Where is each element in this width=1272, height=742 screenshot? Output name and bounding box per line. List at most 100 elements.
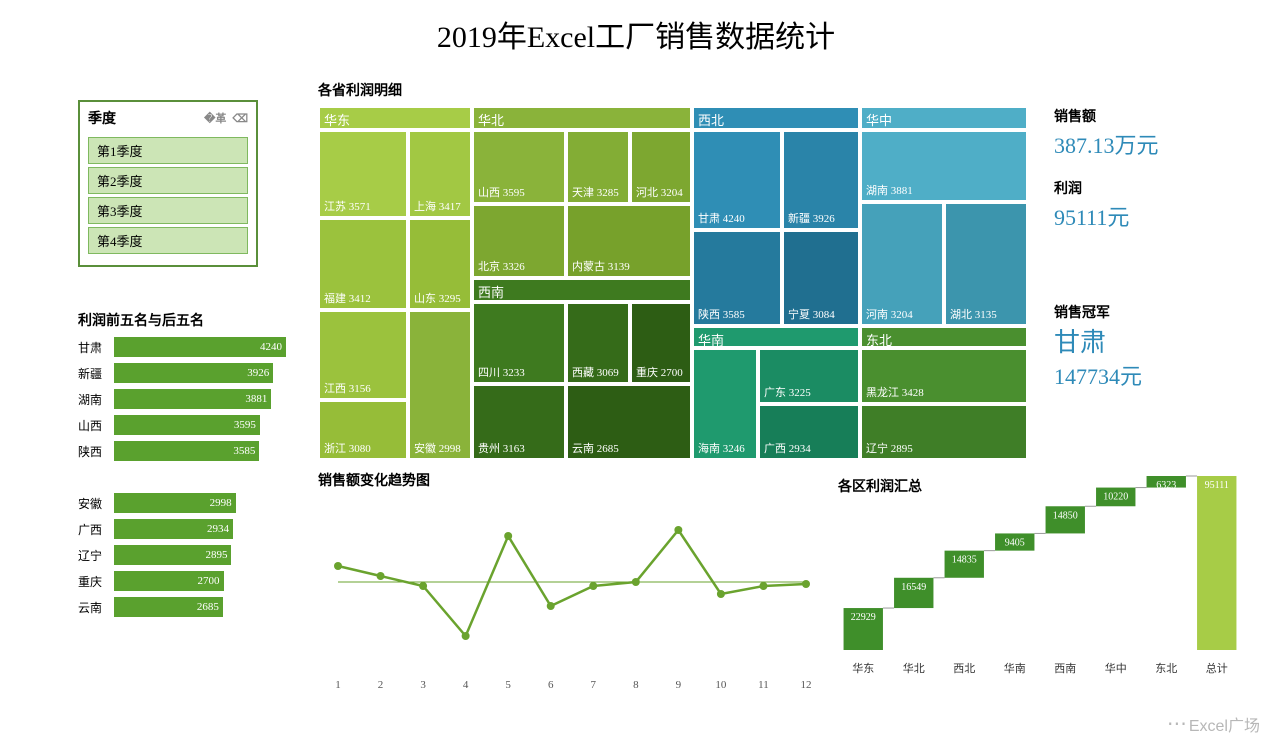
treemap-region-label: 西南: [478, 282, 504, 301]
rank-bar: 2895: [114, 545, 231, 565]
rank-value: 3881: [245, 389, 267, 409]
slicer-title: 季度: [88, 108, 116, 128]
rank-value: 3926: [247, 363, 269, 383]
rank-label: 广西: [78, 521, 114, 538]
treemap-region: 华北: [472, 106, 692, 130]
svg-text:11: 11: [758, 679, 769, 691]
svg-text:10220: 10220: [1103, 492, 1128, 503]
ranking-title: 利润前五名与后五名: [78, 310, 286, 330]
treemap-leaf: 贵州 3163: [472, 384, 566, 460]
rank-label: 陕西: [78, 443, 114, 460]
svg-text:华东: 华东: [852, 661, 874, 675]
treemap-leaf-label: 江苏 3571: [324, 201, 371, 214]
treemap-leaf: 山东 3295: [408, 218, 472, 310]
watermark: ⋯ Excel广场: [1167, 711, 1260, 736]
treemap-leaf-label: 河北 3204: [636, 187, 683, 200]
treemap-leaf: 河北 3204: [630, 130, 692, 204]
treemap-leaf-label: 宁夏 3084: [788, 309, 835, 322]
kpi-champion-name: 甘肃: [1054, 322, 1254, 359]
rank-label: 重庆: [78, 573, 114, 590]
treemap-region-label: 华东: [324, 110, 350, 129]
watermark-text: Excel广场: [1189, 712, 1260, 736]
svg-text:7: 7: [591, 679, 597, 691]
clear-filter-icon[interactable]: ⌫: [232, 112, 248, 125]
svg-text:22929: 22929: [851, 612, 876, 623]
svg-text:10: 10: [715, 679, 727, 691]
svg-text:14835: 14835: [952, 555, 977, 566]
svg-text:9: 9: [676, 679, 682, 691]
svg-text:14850: 14850: [1053, 510, 1078, 521]
linechart-title: 销售额变化趋势图: [318, 470, 818, 490]
treemap-leaf: 甘肃 4240: [692, 130, 782, 230]
treemap-leaf: 宁夏 3084: [782, 230, 860, 326]
rank-bar: 4240: [114, 337, 286, 357]
treemap-leaf-label: 甘肃 4240: [698, 213, 745, 226]
rank-value: 2685: [197, 597, 219, 617]
rank-value: 3595: [234, 415, 256, 435]
treemap-region: 西南: [472, 278, 692, 302]
rank-label: 辽宁: [78, 547, 114, 564]
slicer-item-1[interactable]: 第1季度: [88, 137, 248, 164]
rank-bar: 3585: [114, 441, 259, 461]
rank-value: 2998: [210, 493, 232, 513]
treemap-region: 西北: [692, 106, 860, 130]
treemap-region: 华东: [318, 106, 472, 130]
slicer-item-3[interactable]: 第3季度: [88, 197, 248, 224]
svg-text:6: 6: [548, 679, 554, 691]
rank-value: 2895: [205, 545, 227, 565]
treemap-leaf-label: 北京 3326: [478, 261, 525, 274]
treemap-leaf: 西藏 3069: [566, 302, 630, 384]
kpi-profit-label: 利润: [1054, 178, 1254, 198]
svg-text:2: 2: [378, 679, 384, 691]
rank-row: 山西 3595: [78, 414, 286, 436]
multiselect-icon[interactable]: �革: [204, 110, 226, 126]
kpi-sales-label: 销售额: [1054, 106, 1254, 126]
treemap-region: 华中: [860, 106, 1028, 130]
treemap-leaf: 浙江 3080: [318, 400, 408, 460]
waterfall: 22929华东16549华北14835西北9405华南14850西南10220华…: [828, 470, 1248, 680]
treemap-region-label: 华中: [866, 110, 892, 129]
treemap-leaf-label: 上海 3417: [414, 201, 461, 214]
treemap-leaf-label: 辽宁 2895: [866, 443, 913, 456]
rank-bar: 2700: [114, 571, 224, 591]
rank-value: 3585: [233, 441, 255, 461]
svg-text:8: 8: [633, 679, 639, 691]
treemap-leaf: 广西 2934: [758, 404, 860, 460]
treemap-leaf: 江苏 3571: [318, 130, 408, 218]
treemap-region-label: 西北: [698, 110, 724, 129]
treemap-region: 东北: [860, 326, 1028, 348]
rank-bar: 3881: [114, 389, 271, 409]
rank-label: 湖南: [78, 391, 114, 408]
rank-row: 广西2934: [78, 518, 286, 540]
page-title: 2019年Excel工厂销售数据统计: [0, 0, 1272, 56]
quarter-slicer: 季度 �革 ⌫ 第1季度第2季度第3季度第4季度: [78, 100, 258, 267]
treemap-leaf-label: 福建 3412: [324, 293, 371, 306]
rank-label: 安徽: [78, 495, 114, 512]
rank-label: 新疆: [78, 365, 114, 382]
treemap-leaf: 北京 3326: [472, 204, 566, 278]
treemap-leaf-label: 江西 3156: [324, 383, 371, 396]
treemap-leaf: 河南 3204: [860, 202, 944, 326]
treemap-leaf-label: 天津 3285: [572, 187, 619, 200]
svg-text:12: 12: [801, 679, 812, 691]
svg-text:6323: 6323: [1156, 480, 1176, 491]
treemap-region-label: 东北: [866, 330, 892, 349]
rank-label: 山西: [78, 417, 114, 434]
treemap-leaf-label: 湖北 3135: [950, 309, 997, 322]
svg-text:4: 4: [463, 679, 469, 691]
treemap-leaf-label: 广西 2934: [764, 443, 811, 456]
treemap-leaf: 福建 3412: [318, 218, 408, 310]
rank-label: 云南: [78, 599, 114, 616]
rank-label: 甘肃: [78, 339, 114, 356]
treemap-leaf-label: 安徽 2998: [414, 443, 461, 456]
treemap-leaf-label: 贵州 3163: [478, 443, 525, 456]
slicer-item-4[interactable]: 第4季度: [88, 227, 248, 254]
treemap-leaf-label: 湖南 3881: [866, 185, 913, 198]
slicer-item-2[interactable]: 第2季度: [88, 167, 248, 194]
rank-row: 辽宁 2895: [78, 544, 286, 566]
treemap-leaf: 新疆 3926: [782, 130, 860, 230]
wechat-icon: ⋯: [1167, 711, 1185, 736]
treemap-leaf: 海南 3246: [692, 348, 758, 460]
rank-row: 新疆 3926: [78, 362, 286, 384]
rank-bar: 2998: [114, 493, 236, 513]
